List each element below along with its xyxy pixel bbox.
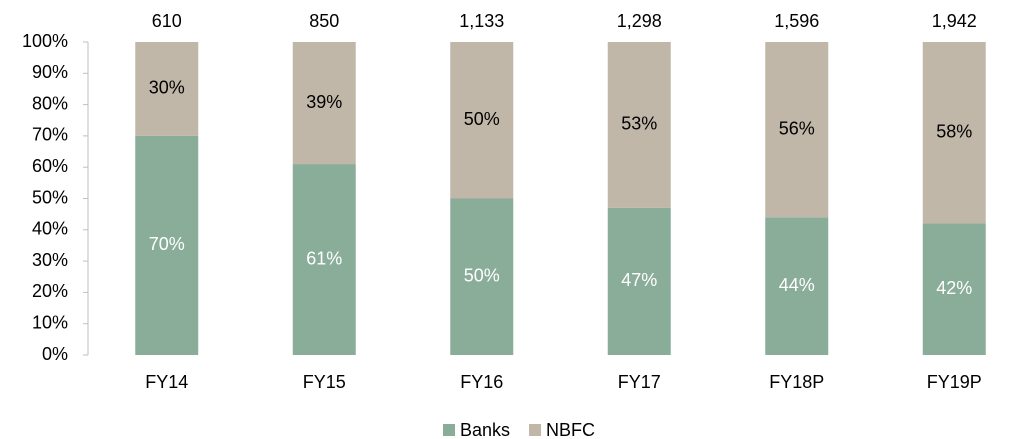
y-tick-label: 10%	[32, 312, 68, 332]
x-tick-label: FY19P	[927, 372, 982, 392]
bar-segment	[135, 135, 199, 355]
y-tick-label: 60%	[32, 156, 68, 176]
bar-segment	[607, 207, 671, 355]
data-label: 56%	[779, 118, 815, 138]
y-tick-label: 40%	[32, 219, 68, 239]
legend-label: NBFC	[546, 420, 595, 439]
x-tick-label: FY16	[460, 372, 503, 392]
bar-segment	[450, 42, 514, 199]
x-tick-label: FY18P	[769, 372, 824, 392]
bar-segment	[922, 223, 986, 355]
data-label: 30%	[149, 78, 185, 98]
total-label: 610	[152, 11, 182, 31]
total-label: 1,133	[459, 11, 504, 31]
bar-segment	[765, 217, 829, 355]
bar-segment	[292, 164, 356, 355]
y-tick-label: 90%	[32, 62, 68, 82]
y-tick-label: 20%	[32, 281, 68, 301]
total-label: 1,596	[774, 11, 819, 31]
y-tick-label: 30%	[32, 250, 68, 270]
total-label: 1,942	[932, 11, 977, 31]
data-label: 50%	[464, 266, 500, 286]
bar-segment	[607, 42, 671, 208]
data-label: 61%	[306, 248, 342, 268]
data-label: 50%	[464, 109, 500, 129]
bar-segment	[135, 42, 199, 136]
data-label: 47%	[621, 270, 657, 290]
data-label: 53%	[621, 114, 657, 134]
x-tick-label: FY17	[618, 372, 661, 392]
legend-swatch	[443, 424, 455, 436]
legend-label: Banks	[460, 420, 510, 439]
data-label: 70%	[149, 234, 185, 254]
total-label: 1,298	[617, 11, 662, 31]
data-label: 42%	[936, 278, 972, 298]
bar-segment	[922, 42, 986, 224]
legend-swatch	[529, 424, 542, 436]
data-label: 58%	[936, 122, 972, 142]
y-tick-label: 50%	[32, 187, 68, 207]
x-tick-label: FY15	[303, 372, 346, 392]
bar-segment	[450, 198, 514, 355]
bar-segment	[765, 42, 829, 218]
data-label: 39%	[306, 92, 342, 112]
y-tick-label: 0%	[42, 344, 68, 364]
y-tick-label: 70%	[32, 125, 68, 145]
y-tick-label: 80%	[32, 93, 68, 113]
bar-segment	[292, 42, 356, 165]
data-label: 44%	[779, 275, 815, 295]
x-tick-label: FY14	[145, 372, 188, 392]
total-label: 850	[309, 11, 339, 31]
y-tick-label: 100%	[22, 31, 68, 51]
